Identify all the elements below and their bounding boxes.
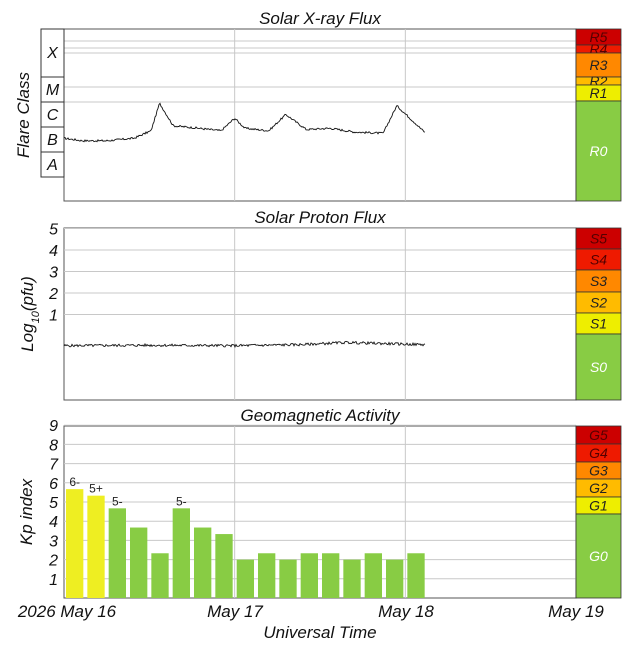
kp-ytick-5: 5	[49, 495, 58, 512]
scale-label-g2: G2	[589, 480, 608, 496]
scale-label-s0: S0	[590, 359, 607, 375]
kp-bar	[130, 527, 148, 598]
kp-bar	[172, 508, 190, 598]
series-line	[64, 102, 426, 143]
xray-title: Solar X-ray Flux	[259, 9, 381, 28]
scale-label-s3: S3	[590, 273, 607, 289]
kp-bar	[386, 559, 404, 598]
time-axis: 2026 May 16 May 17 May 18 May 19 Univers…	[17, 602, 605, 642]
kp-bar	[87, 495, 105, 598]
kp-ytick-1: 1	[49, 572, 58, 589]
kp-ytick-3: 3	[49, 533, 58, 550]
xray-gridlines	[64, 29, 576, 201]
proton-ytick-5: 5	[49, 222, 58, 239]
flare-class-b: B	[47, 132, 58, 149]
kp-bar	[300, 553, 318, 598]
kp-bar	[66, 489, 84, 598]
xray-ylabel: Flare Class	[14, 72, 33, 158]
kp-panel: Geomagnetic Activity 6- 5+5- 5- 987654321 …	[17, 406, 622, 599]
proton-flux-series	[63, 340, 426, 367]
kp-bar	[258, 553, 276, 598]
kp-ytick-7: 7	[49, 457, 59, 474]
kp-title: Geomagnetic Activity	[240, 406, 401, 425]
proton-ytick-3: 3	[49, 265, 58, 282]
kp-plot-area	[63, 425, 577, 599]
proton-ytick-4: 4	[49, 243, 58, 260]
date-label-may18: May 18	[378, 602, 434, 621]
scale-label-g4: G4	[589, 445, 608, 461]
flare-class-column: X M C B A	[40, 28, 65, 178]
xray-plot-area	[63, 28, 577, 202]
kp-ytick-labels: 9 8 7 6 5 4 3 2 1	[48, 418, 59, 589]
proton-gridlines	[64, 228, 576, 400]
scale-label-s1: S1	[590, 316, 607, 332]
flare-class-a: A	[46, 157, 58, 174]
kp-bar	[108, 508, 126, 598]
date-label-may16: 2026 May 16	[17, 602, 117, 621]
proton-title: Solar Proton Flux	[254, 208, 386, 227]
proton-ytick-1: 1	[49, 308, 58, 325]
date-label-may17: May 17	[207, 602, 263, 621]
kp-ytick-4: 4	[49, 514, 58, 531]
flare-class-x: X	[46, 45, 59, 62]
kp-bar	[343, 559, 361, 598]
radiation-storm-scale: S5 S4 S3 S2 S1 S0	[575, 227, 622, 401]
scale-label-r3: R3	[590, 57, 608, 73]
scale-label-r0: R0	[590, 143, 608, 159]
kp-ylabel: Kp index	[17, 478, 36, 545]
kp-bar	[194, 527, 212, 598]
flare-class-m: M	[46, 82, 60, 99]
kp-bar	[236, 559, 254, 598]
series-line	[63, 340, 426, 349]
flare-class-c: C	[47, 107, 59, 124]
date-label-may19: May 19	[548, 602, 604, 621]
kp-ytick-2: 2	[48, 553, 58, 570]
xray-panel: Solar X-ray Flux X M C B A Flare Class R…	[14, 9, 622, 202]
scale-label-r1: R1	[590, 85, 608, 101]
kp-bar	[151, 553, 169, 598]
scale-label-g0: G0	[589, 548, 608, 564]
proton-ytick-2: 2	[48, 286, 58, 303]
scale-level-s0	[575, 333, 622, 401]
kp-gridlines	[64, 424, 576, 598]
x-axis-title: Universal Time	[263, 623, 376, 642]
scale-label-s2: S2	[590, 295, 607, 311]
scale-level-r3	[575, 52, 622, 78]
scale-label-g3: G3	[589, 463, 608, 479]
kp-bar	[215, 534, 233, 598]
kp-bars: 6- 5+ 5- 5-	[66, 475, 425, 598]
series-fill	[63, 103, 426, 172]
kp-bar	[407, 553, 425, 598]
kp-bar-label: 6-	[69, 475, 80, 489]
scale-label-s5: S5	[590, 231, 607, 247]
series-fill	[63, 341, 426, 367]
xray-flux-series	[63, 102, 426, 172]
scale-label-r5: R5	[590, 29, 608, 45]
scale-level-g0	[575, 513, 622, 599]
kp-bar	[322, 553, 340, 598]
kp-ytick-6: 6	[49, 476, 58, 493]
kp-bar-label: 5-	[176, 494, 187, 508]
kp-ytick-8: 8	[49, 437, 58, 454]
kp-bar	[364, 553, 382, 598]
scale-label-g5: G5	[589, 427, 608, 443]
scale-label-g1: G1	[589, 498, 608, 514]
kp-bar-label: 5-	[112, 494, 123, 508]
kp-bar-label: 5+	[89, 482, 103, 496]
scale-label-s4: S4	[590, 252, 607, 268]
kp-bar	[279, 559, 297, 598]
proton-ytick-labels: 5 4 3 2 1	[48, 222, 58, 325]
scale-level-r0	[575, 100, 622, 202]
kp-ytick-9: 9	[49, 418, 58, 435]
proton-ylabel: Log10(pfu)	[18, 276, 42, 352]
